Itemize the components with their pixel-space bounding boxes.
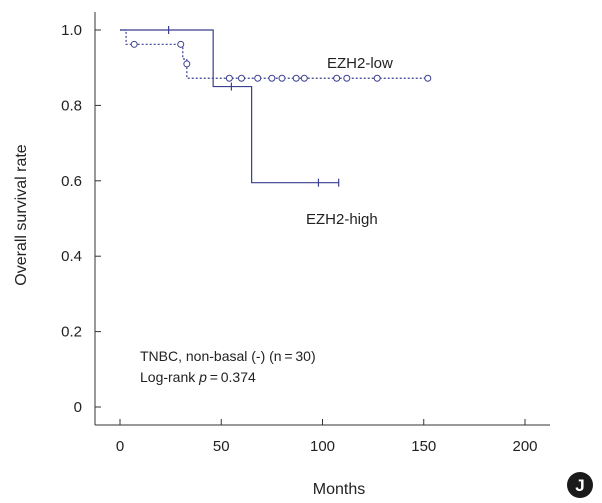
y-tick-label: 0: [74, 399, 82, 416]
censor-marker-ezh2-low: [373, 74, 381, 82]
y-tick-label: 0.4: [61, 248, 82, 265]
x-axis-ticks: 0 50 100 150 200: [116, 419, 538, 455]
series-layer: [120, 26, 432, 187]
cohort-annotation: TNBC, non-basal (-) (n = 30): [140, 348, 316, 364]
censor-marker-ezh2-low: [300, 74, 308, 82]
y-tick-label: 1.0: [61, 22, 82, 39]
panel-letter-badge: [567, 472, 593, 498]
censor-marker-ezh2-low: [238, 74, 245, 82]
censor-marker-ezh2-low: [177, 40, 185, 48]
y-tick-label: 0.6: [61, 173, 82, 190]
x-tick-label: 100: [310, 438, 335, 455]
x-tick-label: 200: [512, 438, 537, 455]
y-axis-label: Overall survival rate: [13, 144, 30, 285]
censor-marker-ezh2-low: [343, 74, 351, 82]
y-tick-label: 0.8: [61, 97, 82, 114]
y-axis-ticks: 0 0.2 0.4 0.6 0.8 1.0: [61, 22, 101, 416]
y-tick-label: 0.2: [61, 324, 82, 341]
panel-letter: J: [575, 476, 584, 495]
curve-ezh2-low: [120, 29, 430, 79]
x-axis-label: Months: [313, 481, 365, 498]
censor-marker-ezh2-low: [225, 74, 233, 82]
x-tick-label: 150: [411, 438, 436, 455]
x-tick-label: 50: [213, 438, 230, 455]
censor-marker-ezh2-low: [254, 74, 262, 82]
censor-marker-ezh2-low: [333, 74, 341, 82]
curve-ezh2-high: [120, 29, 339, 184]
series-label-ezh2-low: EZH2-low: [327, 55, 393, 72]
censor-marker-ezh2-low: [268, 74, 276, 82]
censor-marker-ezh2-low: [424, 74, 432, 82]
series-label-ezh2-high: EZH2-high: [306, 211, 378, 228]
censor-marker-ezh2-low: [183, 60, 191, 68]
censor-marker-ezh2-low: [292, 74, 300, 82]
x-tick-label: 0: [116, 438, 124, 455]
censor-marker-ezh2-low: [278, 74, 286, 82]
censor-marker-ezh2-low: [130, 40, 138, 48]
logrank-annotation: Log-rank p = 0.374: [140, 369, 256, 385]
